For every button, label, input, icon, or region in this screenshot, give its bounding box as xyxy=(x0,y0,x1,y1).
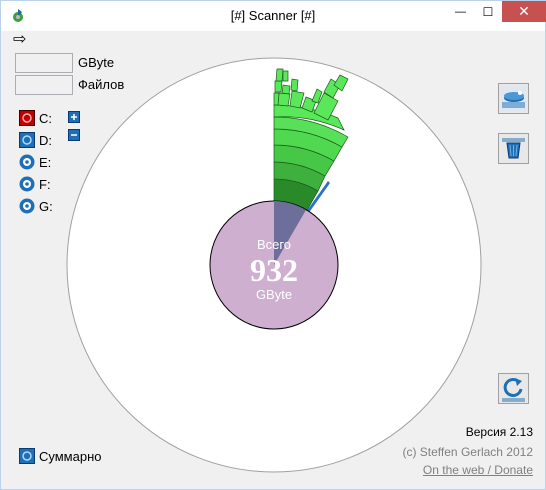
segment-ring-8h[interactable] xyxy=(282,70,289,82)
center-unit: GByte xyxy=(256,287,292,302)
version-label: Версия 2.13 xyxy=(465,425,533,439)
main-panel: Всего 932 GByte GByte Файлов C: xyxy=(9,49,539,483)
zoom-out-button[interactable] xyxy=(68,129,80,141)
close-button[interactable]: ✕ xyxy=(502,1,546,22)
segment-ring-8d[interactable] xyxy=(290,78,299,92)
zoom-in-button[interactable] xyxy=(68,111,80,123)
hdd-view-button[interactable] xyxy=(498,83,529,114)
center-label: Всего xyxy=(257,237,291,252)
segment-ring-7d[interactable] xyxy=(313,92,339,121)
hdd-blue-icon xyxy=(19,132,35,148)
size-unit-label: GByte xyxy=(78,55,115,70)
drive-e-label: E: xyxy=(39,154,52,170)
segment-ring-8a[interactable] xyxy=(273,92,280,106)
disk-usage-sunburst[interactable]: Всего 932 GByte xyxy=(66,57,482,473)
drive-c[interactable]: C: xyxy=(19,109,52,127)
cd-drive-icon xyxy=(19,154,35,170)
segment-ring-8i[interactable] xyxy=(333,74,349,92)
minimize-button[interactable]: — xyxy=(447,1,474,22)
segment-ring-7b[interactable] xyxy=(289,90,305,109)
maximize-button[interactable]: ☐ xyxy=(475,1,501,22)
summary-button[interactable]: Суммарно xyxy=(19,447,102,465)
drive-e[interactable]: E: xyxy=(19,153,51,171)
segment-ring-8b[interactable] xyxy=(274,80,283,93)
drive-f[interactable]: F: xyxy=(19,175,51,193)
maximize-icon: ☐ xyxy=(482,4,494,19)
segment-ring-8g[interactable] xyxy=(275,68,284,82)
hdd-blue-icon xyxy=(19,448,35,464)
hard-drive-icon xyxy=(498,83,529,114)
hdd-red-icon xyxy=(19,110,35,126)
scanner-app-icon xyxy=(13,9,23,22)
files-unit-label: Файлов xyxy=(78,77,125,92)
close-icon: ✕ xyxy=(518,3,530,19)
menu-bar: ⇨ xyxy=(9,32,539,49)
copyright-label: (c) Steffen Gerlach 2012 xyxy=(402,445,533,459)
minimize-icon: — xyxy=(455,5,466,18)
segment-ring-5[interactable] xyxy=(273,116,349,148)
web-donate-link[interactable]: On the web / Donate xyxy=(422,463,533,477)
cd-drive-icon xyxy=(19,176,35,192)
back-arrow-icon[interactable]: ⇨ xyxy=(13,31,27,48)
trash-button[interactable] xyxy=(498,133,529,164)
plus-icon xyxy=(68,111,80,123)
minus-icon xyxy=(68,129,80,141)
used-slice-overlay xyxy=(274,201,306,265)
segment-ring-8e[interactable] xyxy=(311,88,323,104)
files-field xyxy=(15,75,73,95)
cd-drive-icon xyxy=(19,198,35,214)
trash-can-icon xyxy=(498,133,529,164)
segment-blue-sliver[interactable] xyxy=(306,181,330,214)
summary-label: Суммарно xyxy=(39,448,102,464)
segment-ring-7a[interactable] xyxy=(277,92,291,107)
drive-d-label: D: xyxy=(39,132,52,148)
window-title: [#] Scanner [#] xyxy=(230,8,316,23)
drive-f-label: F: xyxy=(39,176,51,192)
segment-ring-8c[interactable] xyxy=(281,84,291,95)
refresh-icon xyxy=(498,373,529,404)
title-bar: [#] Scanner [#] — ☐ ✕ xyxy=(1,1,546,31)
drive-g[interactable]: G: xyxy=(19,197,53,215)
drive-d[interactable]: D: xyxy=(19,131,52,149)
drive-c-label: C: xyxy=(39,110,52,126)
center-value: 932 xyxy=(250,252,298,288)
refresh-button[interactable] xyxy=(498,373,529,404)
drive-g-label: G: xyxy=(39,198,53,214)
size-field xyxy=(15,53,73,73)
